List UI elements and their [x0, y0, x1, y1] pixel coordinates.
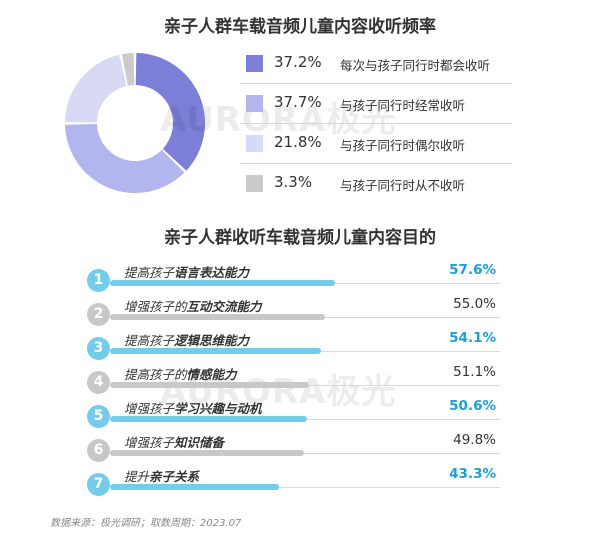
legend-swatch — [246, 135, 263, 152]
rank-badge: 4 — [87, 371, 110, 394]
frequency-donut-chart — [65, 53, 206, 193]
purpose-value: 51.1% — [453, 364, 496, 380]
donut-slice-2 — [65, 123, 185, 193]
purpose-label: 增强孩子学习兴趣与动机 — [124, 398, 262, 417]
purpose-label-emphasis: 学习兴趣与动机 — [174, 401, 262, 416]
purpose-track — [110, 487, 500, 488]
donut-slice-3 — [65, 54, 127, 123]
purpose-bar — [110, 348, 321, 354]
rank-badge: 6 — [87, 439, 110, 462]
donut-slice-4 — [121, 53, 135, 86]
purpose-label: 增强孩子的互动交流能力 — [124, 296, 262, 315]
rank-badge: 5 — [87, 405, 110, 428]
purpose-label-emphasis: 情感能力 — [186, 367, 237, 382]
legend-label: 与孩子同行时从不收听 — [340, 178, 466, 193]
purpose-label-prefix: 提高孩子的 — [124, 367, 187, 382]
legend-swatch — [246, 55, 263, 72]
frequency-legend: 37.2% 每次与孩子同行时都会收听 37.7% 与孩子同行时经常收听 21.8% 与孩子… — [240, 44, 512, 204]
purpose-row: 7 提升亲子关系 43.3% — [87, 466, 500, 500]
purpose-label-emphasis: 语言表达能力 — [174, 265, 250, 280]
purpose-bar — [110, 484, 279, 490]
purpose-label-emphasis: 知识储备 — [174, 435, 225, 450]
legend-percent: 37.2% — [274, 53, 322, 71]
donut-slice-1 — [135, 53, 206, 171]
purpose-label: 提高孩子的情感能力 — [124, 364, 237, 383]
purpose-row: 2 增强孩子的互动交流能力 55.0% — [87, 296, 500, 330]
legend-percent: 37.7% — [274, 93, 322, 111]
legend-percent: 21.8% — [274, 133, 322, 151]
purpose-row: 4 提高孩子的情感能力 51.1% — [87, 364, 500, 398]
purpose-label: 增强孩子知识储备 — [124, 432, 224, 451]
purpose-row: 6 增强孩子知识储备 49.8% — [87, 432, 500, 466]
purpose-value: 49.8% — [453, 432, 496, 448]
legend-item: 21.8% 与孩子同行时偶尔收听 — [240, 124, 512, 164]
purpose-label: 提高孩子逻辑思维能力 — [124, 330, 249, 349]
purpose-label-prefix: 增强孩子 — [124, 435, 175, 450]
purpose-value: 54.1% — [449, 330, 496, 346]
purpose-bar — [110, 450, 304, 456]
purpose-label-prefix: 增强孩子的 — [124, 299, 187, 314]
purpose-value: 57.6% — [449, 262, 496, 278]
legend-label: 与孩子同行时偶尔收听 — [340, 138, 466, 153]
purpose-label-prefix: 提升 — [124, 469, 150, 484]
legend-label: 每次与孩子同行时都会收听 — [340, 58, 491, 73]
purpose-value: 55.0% — [453, 296, 496, 312]
purpose-value: 50.6% — [449, 398, 496, 414]
legend-label: 与孩子同行时经常收听 — [340, 98, 466, 113]
purpose-label-prefix: 增强孩子 — [124, 401, 175, 416]
rank-badge: 1 — [87, 269, 110, 292]
purpose-value: 43.3% — [449, 466, 496, 482]
purpose-row: 5 增强孩子学习兴趣与动机 50.6% — [87, 398, 500, 432]
data-source-note: 数据来源：极光调研；取数周期：2023.07 — [50, 518, 242, 529]
purpose-label-prefix: 提高孩子 — [124, 333, 175, 348]
purpose-row: 3 提高孩子逻辑思维能力 54.1% — [87, 330, 500, 364]
purpose-bar — [110, 314, 325, 320]
purpose-chart-title: 亲子人群收听车载音频儿童内容目的 — [164, 228, 436, 248]
purpose-label-emphasis: 互动交流能力 — [186, 299, 262, 314]
purpose-track — [110, 453, 500, 454]
legend-item: 37.7% 与孩子同行时经常收听 — [240, 84, 512, 124]
purpose-label: 提高孩子语言表达能力 — [124, 262, 249, 281]
rank-badge: 3 — [87, 337, 110, 360]
purpose-label: 提升亲子关系 — [124, 466, 199, 485]
frequency-chart-title: 亲子人群车载音频儿童内容收听频率 — [164, 17, 436, 37]
watermark-bottom: AURORA极光 — [160, 372, 397, 412]
purpose-label-emphasis: 亲子关系 — [149, 469, 200, 484]
legend-swatch — [246, 175, 263, 192]
rank-badge: 7 — [87, 473, 110, 496]
rank-badge: 2 — [87, 303, 110, 326]
purpose-bar — [110, 416, 307, 422]
purpose-bar — [110, 280, 335, 286]
legend-item: 3.3% 与孩子同行时从不收听 — [240, 164, 512, 204]
legend-item: 37.2% 每次与孩子同行时都会收听 — [240, 44, 512, 84]
watermark-top: AURORA极光 — [160, 100, 397, 140]
legend-swatch — [246, 95, 263, 112]
purpose-label-emphasis: 逻辑思维能力 — [174, 333, 250, 348]
purpose-label-prefix: 提高孩子 — [124, 265, 175, 280]
purpose-row: 1 提高孩子语言表达能力 57.6% — [87, 262, 500, 296]
purpose-bar — [110, 382, 309, 388]
legend-percent: 3.3% — [274, 173, 313, 191]
